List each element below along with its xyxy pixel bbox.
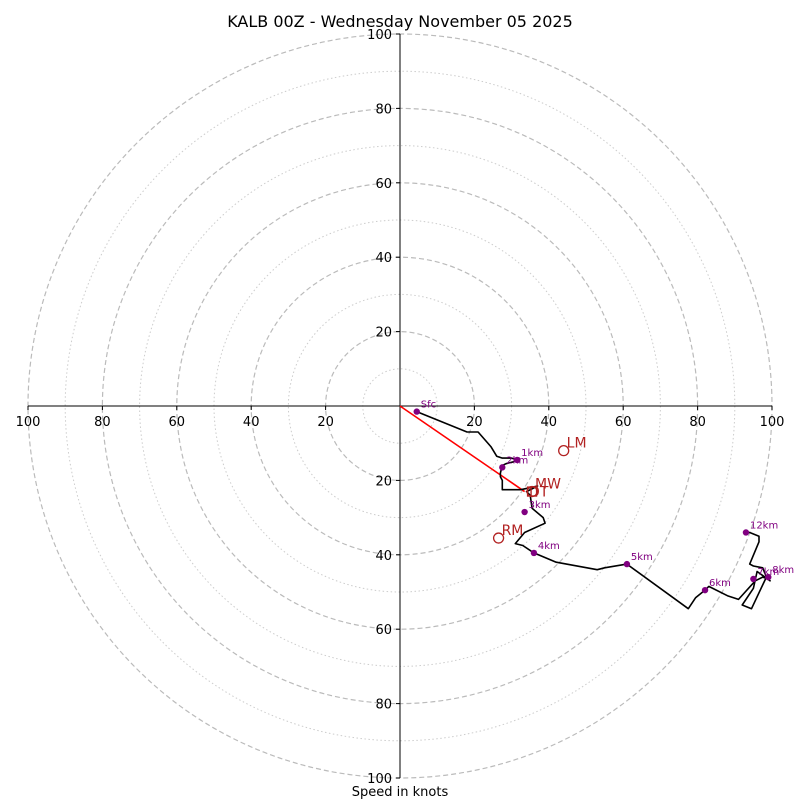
height-marker-label: 6km (709, 578, 731, 589)
height-marker-dot (521, 508, 528, 516)
storm-motion-label: RM (502, 523, 524, 539)
y-tick-label: 40 (375, 251, 392, 266)
x-tick-label: 100 (760, 415, 785, 430)
height-marker-label: 4km (538, 541, 560, 552)
height-marker-label: 1km (521, 448, 543, 459)
height-marker-dot (750, 575, 757, 583)
shear-vector-line (399, 405, 526, 493)
x-tick-label: 20 (317, 415, 334, 430)
height-marker-dot (701, 586, 709, 594)
x-tick-label: 60 (615, 415, 632, 430)
storm-motions: LM MW RM DT (492, 436, 587, 544)
x-axis-label: Speed in knots (352, 785, 449, 800)
height-marker-dot (623, 560, 631, 568)
y-tick-label: 100 (367, 772, 392, 787)
height-marker-label: Sfc (421, 400, 436, 411)
x-tick-label: 100 (16, 415, 41, 430)
chart-title: KALB 00Z - Wednesday November 05 2025 (227, 12, 573, 31)
storm-motion-marker (526, 486, 538, 497)
height-marker-label: 3km (529, 500, 551, 511)
height-marker-dot (513, 456, 521, 464)
height-marker-dot (742, 529, 750, 536)
storm-motion-label: LM (567, 436, 587, 452)
x-tick-label: 80 (689, 415, 706, 430)
bulk-shear-vector (399, 405, 526, 493)
height-marker-label: 8km (772, 565, 794, 576)
storm-motion-marker (492, 532, 505, 544)
height-marker-label: 7km (757, 567, 779, 578)
storm-motion-label: MW (535, 477, 561, 493)
y-tick-label: 20 (375, 326, 392, 341)
height-marker-dot (413, 408, 420, 415)
x-tick-label: 80 (94, 415, 111, 430)
height-marker-label: 5km (631, 552, 653, 563)
x-tick-label: 60 (169, 415, 186, 430)
y-tick-label: 100 (367, 28, 392, 43)
y-tick-label: 20 (375, 474, 392, 489)
x-tick-label: 40 (243, 415, 260, 430)
height-marker-dot (499, 464, 506, 471)
height-marker-label: 12km (750, 520, 778, 531)
storm-motion-label: DT (529, 485, 549, 501)
tick-labels: 100 80 60 40 20 20 40 60 80 100 100 80 60 40 20 20 40 60 8… (16, 28, 785, 787)
y-tick-label: 40 (375, 549, 392, 564)
y-tick-label: 80 (375, 698, 392, 713)
storm-motion-marker (558, 444, 570, 457)
height-marker-dot (765, 573, 772, 581)
y-tick-label: 60 (375, 623, 392, 638)
y-tick-label: 80 (375, 102, 392, 117)
height-marker-dot (530, 549, 538, 557)
x-tick-label: 40 (541, 415, 558, 430)
x-tick-label: 20 (466, 415, 483, 430)
y-tick-label: 60 (375, 177, 392, 192)
height-marker-label: 2km (506, 455, 528, 466)
